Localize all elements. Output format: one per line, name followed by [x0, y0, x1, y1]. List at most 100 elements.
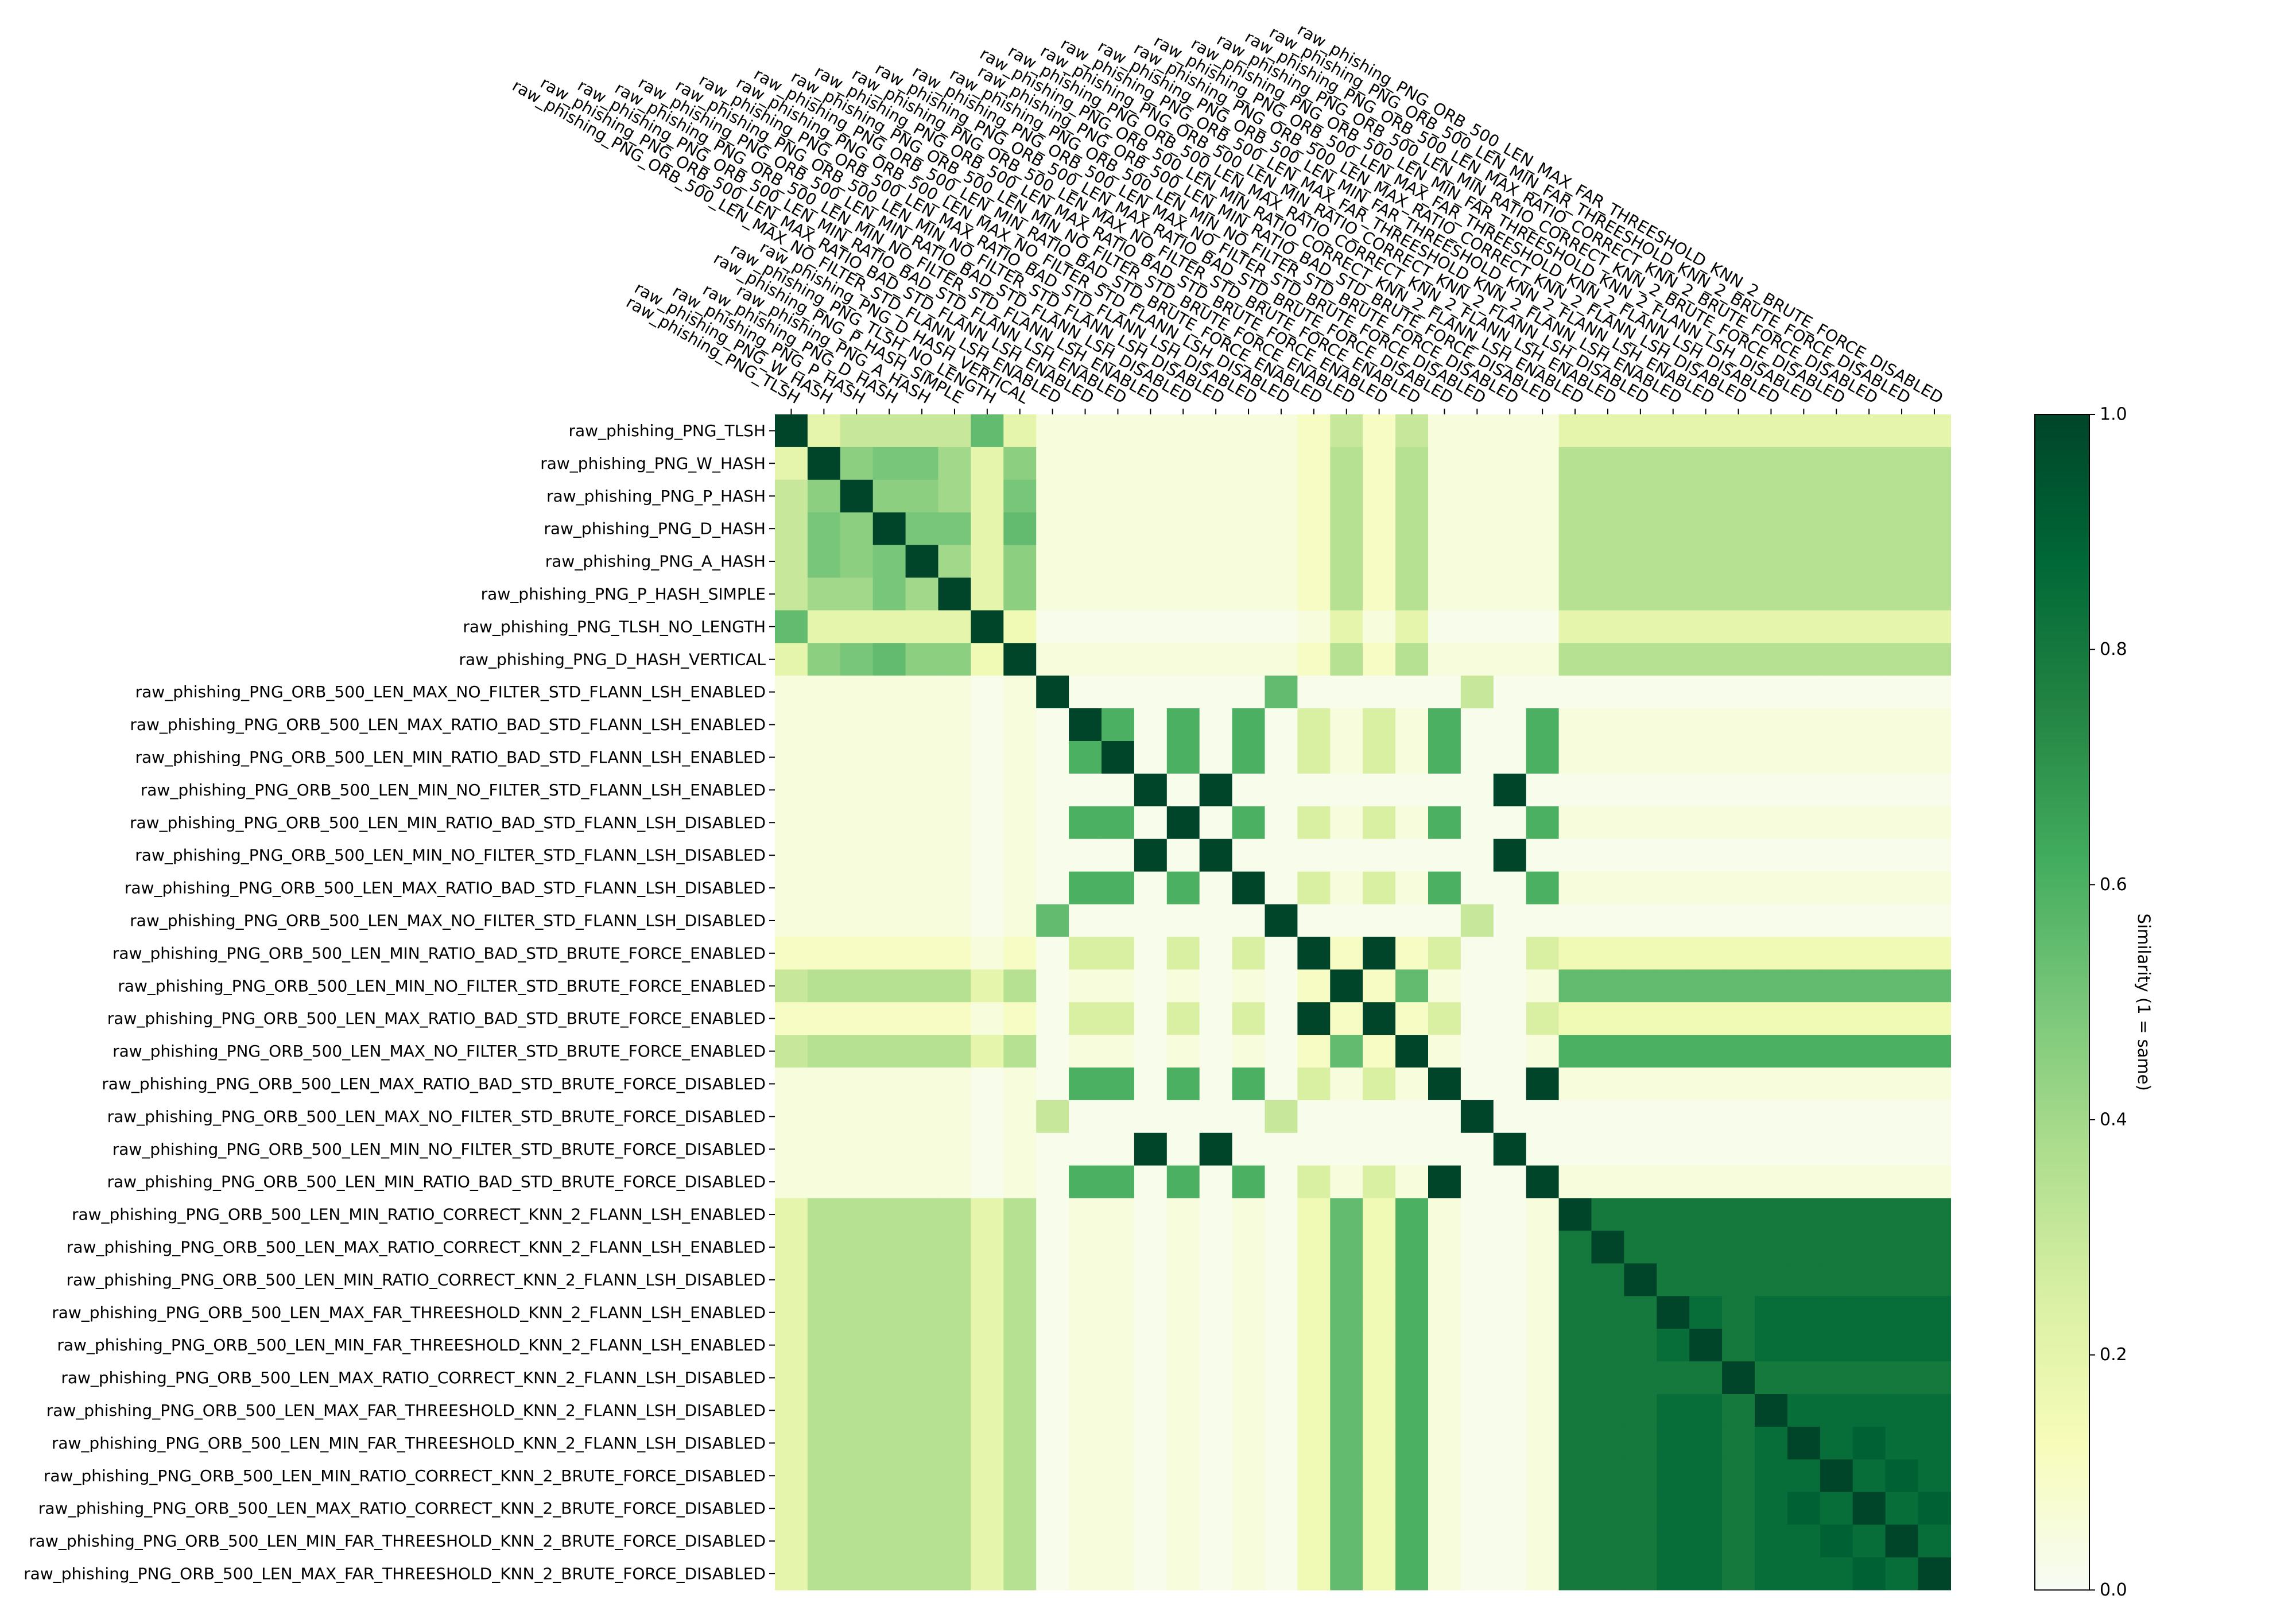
heatmap-cell-6-4	[905, 610, 939, 643]
heatmap-cell-35-35	[1918, 1557, 1951, 1590]
heatmap-cell-26-5	[938, 1263, 971, 1297]
heatmap-cell-19-31	[1787, 1035, 1821, 1068]
heatmap-cell-8-9	[1069, 676, 1102, 709]
heatmap-cell-34-30	[1755, 1524, 1788, 1558]
heatmap-cell-29-24	[1558, 1361, 1592, 1395]
heatmap-cell-0-26	[1624, 414, 1657, 448]
heatmap-cell-30-26	[1624, 1394, 1657, 1427]
heatmap-cell-34-22	[1493, 1524, 1527, 1558]
heatmap-cell-5-24	[1558, 577, 1592, 611]
heatmap-cell-14-22	[1493, 871, 1527, 905]
heatmap-cell-30-8	[1036, 1394, 1069, 1427]
heatmap-cell-35-3	[872, 1557, 906, 1590]
heatmap-cell-21-30	[1755, 1100, 1788, 1134]
heatmap-cell-12-10	[1102, 806, 1135, 840]
heatmap-cell-9-5	[938, 708, 971, 742]
heatmap-cell-5-22	[1493, 577, 1527, 611]
heatmap-cell-18-0	[775, 1002, 808, 1035]
heatmap-cell-33-9	[1069, 1492, 1102, 1526]
heatmap-cell-17-13	[1199, 969, 1233, 1003]
colorbar: 0.0 0.2 0.4 0.6 0.8 1.0 Similarity (1 = same)	[2034, 405, 2154, 1600]
heatmap-cell-29-19	[1395, 1361, 1429, 1395]
heatmap-cell-33-29	[1722, 1492, 1755, 1526]
heatmap-cell-10-25	[1591, 741, 1624, 774]
heatmap-cell-19-26	[1624, 1035, 1657, 1068]
heatmap-cell-30-18	[1363, 1394, 1396, 1427]
heatmap-cell-25-4	[905, 1231, 939, 1264]
heatmap-cell-32-29	[1722, 1459, 1755, 1493]
heatmap-cell-17-19	[1395, 969, 1429, 1003]
heatmap-cell-19-34	[1885, 1035, 1919, 1068]
heatmap-cell-10-32	[1820, 741, 1853, 774]
heatmap-cell-16-31	[1787, 937, 1821, 970]
heatmap-cell-31-14	[1232, 1426, 1266, 1460]
heatmap-cell-17-18	[1363, 969, 1396, 1003]
heatmap-cell-11-10	[1102, 773, 1135, 807]
heatmap-cell-30-22	[1493, 1394, 1527, 1427]
heatmap-cell-10-28	[1689, 741, 1723, 774]
heatmap-cell-15-17	[1330, 904, 1363, 937]
heatmap-cell-16-1	[807, 937, 841, 970]
heatmap-cell-33-12	[1166, 1492, 1200, 1526]
heatmap-cell-27-6	[971, 1296, 1004, 1329]
heatmap-cell-14-27	[1657, 871, 1690, 905]
heatmap-cell-12-17	[1330, 806, 1363, 840]
heatmap-cell-8-25	[1591, 676, 1624, 709]
heatmap-cell-15-0	[775, 904, 808, 937]
heatmap-cell-9-11	[1134, 708, 1168, 742]
heatmap-cell-21-15	[1265, 1100, 1298, 1134]
heatmap-cell-20-6	[971, 1068, 1004, 1101]
heatmap-cell-4-11	[1134, 545, 1168, 579]
heatmap-cell-33-26	[1624, 1492, 1657, 1526]
heatmap-cell-11-30	[1755, 773, 1788, 807]
heatmap-cell-1-12	[1166, 447, 1200, 480]
heatmap-cell-22-1	[807, 1132, 841, 1166]
heatmap-cell-4-31	[1787, 545, 1821, 579]
heatmap-cell-26-24	[1558, 1263, 1592, 1297]
heatmap-cell-5-27	[1657, 577, 1690, 611]
heatmap-cell-5-2	[840, 577, 874, 611]
heatmap-cell-22-12	[1166, 1132, 1200, 1166]
heatmap-cell-11-23	[1526, 773, 1560, 807]
heatmap-cell-15-1	[807, 904, 841, 937]
heatmap-cell-2-24	[1558, 479, 1592, 513]
heatmap-cell-23-31	[1787, 1165, 1821, 1199]
heatmap-cell-3-18	[1363, 512, 1396, 546]
heatmap-cell-3-15	[1265, 512, 1298, 546]
heatmap-cell-34-14	[1232, 1524, 1266, 1558]
heatmap-cell-10-20	[1428, 741, 1461, 774]
heatmap-cell-19-7	[1003, 1035, 1037, 1068]
heatmap-cell-8-20	[1428, 676, 1461, 709]
heatmap-cell-30-10	[1102, 1394, 1135, 1427]
heatmap-cell-11-21	[1460, 773, 1494, 807]
heatmap-cell-34-17	[1330, 1524, 1363, 1558]
heatmap-cell-24-6	[971, 1198, 1004, 1232]
heatmap-cell-23-2	[840, 1165, 874, 1199]
heatmap-cell-30-30	[1755, 1394, 1788, 1427]
heatmap-cell-27-15	[1265, 1296, 1298, 1329]
heatmap-cell-29-17	[1330, 1361, 1363, 1395]
row-label: raw_phishing_PNG_ORB_500_LEN_MIN_NO_FILT…	[141, 781, 766, 799]
heatmap-cell-32-31	[1787, 1459, 1821, 1493]
row-label: raw_phishing_PNG_ORB_500_LEN_MIN_RATIO_B…	[107, 1173, 766, 1191]
heatmap-cell-0-13	[1199, 414, 1233, 448]
heatmap-cell-11-17	[1330, 773, 1363, 807]
heatmap-cell-13-15	[1265, 839, 1298, 872]
heatmap-cell-24-26	[1624, 1198, 1657, 1232]
heatmap-cell-26-22	[1493, 1263, 1527, 1297]
heatmap-cell-24-21	[1460, 1198, 1494, 1232]
heatmap-cell-23-0	[775, 1165, 808, 1199]
heatmap-cell-12-23	[1526, 806, 1560, 840]
heatmap-cell-33-7	[1003, 1492, 1037, 1526]
heatmap-cell-0-12	[1166, 414, 1200, 448]
heatmap-cell-11-32	[1820, 773, 1853, 807]
heatmap-cell-9-15	[1265, 708, 1298, 742]
heatmap-cell-14-13	[1199, 871, 1233, 905]
colorbar-tick-label: 0.6	[2100, 875, 2127, 895]
heatmap-cell-13-34	[1885, 839, 1919, 872]
heatmap-cell-34-0	[775, 1524, 808, 1558]
heatmap-cell-35-7	[1003, 1557, 1037, 1590]
heatmap-cell-11-6	[971, 773, 1004, 807]
heatmap-cell-22-30	[1755, 1132, 1788, 1166]
heatmap-cell-9-24	[1558, 708, 1592, 742]
